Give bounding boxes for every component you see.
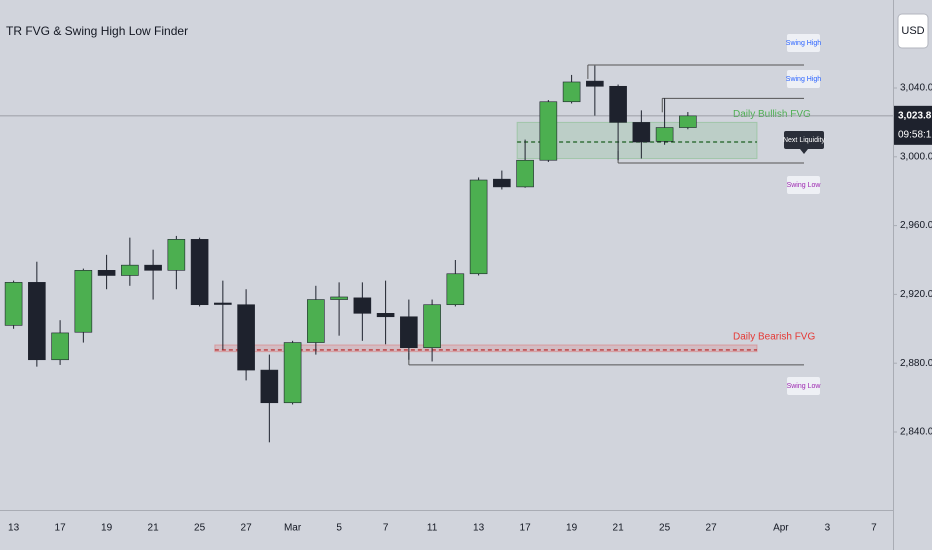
y-tick-label: 2,920.00 bbox=[900, 289, 932, 300]
next-liquidity-pointer bbox=[800, 149, 808, 154]
x-tick-label: 19 bbox=[566, 523, 578, 534]
swing-label-box bbox=[787, 377, 820, 395]
x-tick-label: Apr bbox=[773, 523, 789, 534]
x-tick-label: Mar bbox=[284, 523, 302, 534]
candle-body bbox=[493, 178, 511, 188]
candle-body bbox=[353, 297, 372, 314]
candle-body bbox=[97, 270, 116, 276]
candle-body bbox=[74, 270, 93, 333]
candle-body bbox=[609, 85, 627, 123]
x-tick-label: 13 bbox=[8, 523, 20, 534]
swing-label: Swing High bbox=[786, 40, 822, 47]
y-tick-label: 3,000.00 bbox=[900, 151, 932, 162]
countdown-label: 09:58:12 bbox=[898, 129, 932, 140]
swing-label: Swing Low bbox=[787, 383, 822, 390]
swing-label-box bbox=[787, 34, 820, 52]
candle-body bbox=[400, 316, 418, 349]
candle-body bbox=[28, 282, 46, 361]
x-tick-label: 11 bbox=[427, 523, 438, 534]
y-tick-label: 2,880.00 bbox=[900, 358, 932, 369]
currency-button[interactable] bbox=[897, 13, 929, 49]
chart-title: TR FVG & Swing High Low Finder bbox=[6, 24, 188, 38]
candle-body bbox=[144, 264, 162, 271]
x-tick-label: 27 bbox=[706, 523, 718, 534]
candle-body bbox=[4, 282, 23, 326]
candle-body bbox=[655, 127, 674, 142]
candle-body bbox=[539, 101, 558, 161]
candle-body bbox=[283, 342, 302, 404]
x-tick-label: 7 bbox=[871, 523, 877, 534]
x-tick-label: 13 bbox=[473, 523, 485, 534]
candle-body bbox=[562, 81, 581, 103]
swing-label-box bbox=[787, 70, 820, 88]
fvg-zone bbox=[214, 344, 758, 353]
y-tick-label: 2,960.00 bbox=[900, 220, 932, 231]
x-tick-label: 21 bbox=[148, 523, 160, 534]
next-liquidity-box bbox=[784, 131, 824, 149]
candle-body bbox=[237, 304, 255, 371]
candle-body bbox=[307, 299, 325, 343]
x-tick-label: 21 bbox=[613, 523, 625, 534]
x-tick-label: 17 bbox=[520, 523, 532, 534]
x-tick-label: 19 bbox=[101, 523, 113, 534]
candle-body bbox=[446, 273, 465, 306]
x-tick-label: 7 bbox=[383, 523, 389, 534]
y-tick-label: 2,840.00 bbox=[900, 427, 932, 438]
currency-label[interactable]: USD bbox=[901, 25, 924, 37]
candle-body bbox=[214, 302, 232, 305]
fvg-label: Daily Bearish FVG bbox=[733, 332, 815, 343]
candle-body bbox=[423, 304, 441, 349]
candle-body bbox=[586, 80, 604, 87]
last-price-box bbox=[894, 105, 932, 145]
candle-body bbox=[376, 313, 395, 318]
fvg-label: Daily Bullish FVG bbox=[733, 109, 811, 120]
swing-label: Swing High bbox=[786, 76, 822, 83]
candle-body bbox=[260, 369, 279, 404]
candle-body bbox=[330, 296, 348, 300]
candle-body bbox=[121, 264, 139, 276]
swing-label: Swing Low bbox=[787, 182, 822, 189]
candle-body bbox=[167, 239, 186, 271]
x-tick-label: 5 bbox=[336, 523, 342, 534]
last-price-label: 3,023.81 bbox=[898, 110, 932, 121]
x-tick-label: 25 bbox=[194, 523, 206, 534]
x-tick-label: 27 bbox=[241, 523, 253, 534]
swing-label-box bbox=[787, 176, 820, 194]
candle-body bbox=[632, 122, 651, 143]
x-tick-label: 3 bbox=[825, 523, 831, 534]
x-tick-label: 25 bbox=[659, 523, 671, 534]
candle-body bbox=[469, 179, 488, 275]
x-tick-label: 17 bbox=[55, 523, 67, 534]
candle-body bbox=[51, 332, 69, 361]
candle-body bbox=[190, 239, 209, 306]
candle-body bbox=[679, 115, 697, 128]
y-tick-label: 3,040.00 bbox=[900, 83, 932, 94]
next-liquidity-label: Next Liquidity bbox=[783, 137, 826, 144]
candle-body bbox=[516, 159, 534, 188]
